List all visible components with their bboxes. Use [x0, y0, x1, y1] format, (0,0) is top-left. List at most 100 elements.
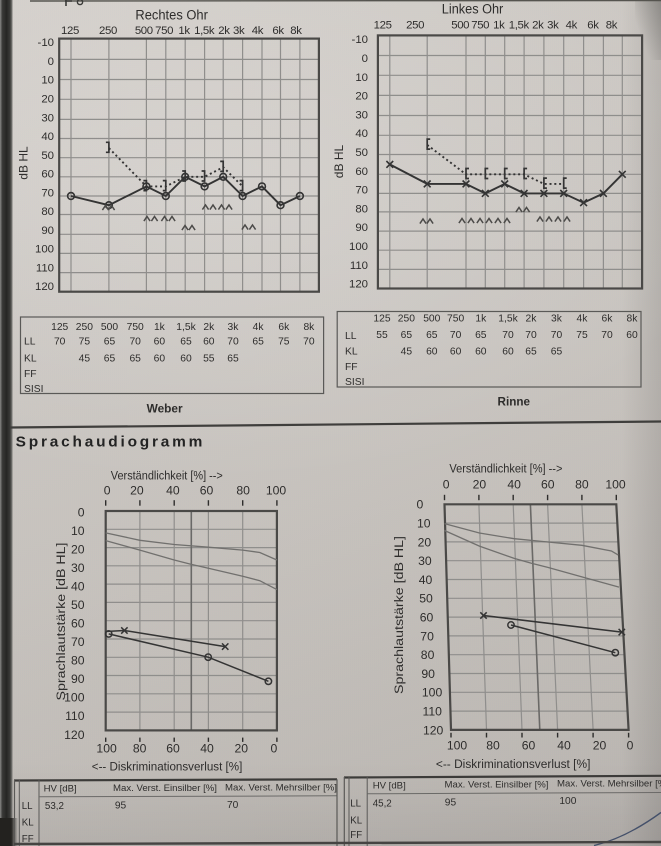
- svg-text:100: 100: [349, 241, 368, 253]
- svg-text:Max. Verst. Mehrsilber [%]: Max. Verst. Mehrsilber [%]: [557, 779, 661, 790]
- svg-text:90: 90: [71, 672, 85, 686]
- svg-text:30: 30: [355, 109, 368, 121]
- svg-text:8k: 8k: [606, 20, 618, 32]
- svg-text:40: 40: [419, 573, 433, 587]
- svg-text:3k: 3k: [228, 322, 240, 333]
- svg-text:40: 40: [557, 739, 571, 753]
- svg-text:60: 60: [541, 478, 555, 492]
- svg-text:30: 30: [71, 561, 85, 575]
- svg-text:65: 65: [426, 330, 438, 341]
- svg-text:500: 500: [135, 25, 153, 37]
- svg-text:70: 70: [502, 330, 514, 341]
- svg-text:110: 110: [350, 260, 368, 272]
- svg-text:750: 750: [471, 20, 489, 32]
- svg-text:3k: 3k: [233, 25, 245, 37]
- svg-text:HV [dB]: HV [dB]: [44, 784, 77, 795]
- svg-text:60: 60: [180, 354, 192, 365]
- svg-text:70: 70: [525, 330, 537, 341]
- svg-text:90: 90: [421, 667, 435, 681]
- svg-text:53,2: 53,2: [45, 801, 64, 812]
- svg-text:70: 70: [227, 337, 239, 348]
- svg-text:100: 100: [422, 686, 443, 700]
- svg-text:LL: LL: [22, 801, 33, 812]
- svg-text:Weber: Weber: [147, 402, 183, 416]
- svg-text:45,2: 45,2: [373, 798, 392, 809]
- svg-text:70: 70: [420, 629, 434, 643]
- svg-text:4k: 4k: [252, 25, 264, 37]
- svg-text:60: 60: [502, 347, 514, 358]
- svg-text:80: 80: [41, 206, 54, 218]
- svg-text:FF: FF: [350, 830, 362, 841]
- svg-text:125: 125: [374, 20, 392, 32]
- svg-text:100: 100: [559, 796, 576, 807]
- svg-text:Verständlichkeit [%] -->: Verständlichkeit [%] -->: [111, 469, 223, 483]
- svg-text:75: 75: [278, 337, 290, 348]
- svg-text:30: 30: [418, 554, 432, 568]
- svg-text:60: 60: [420, 611, 434, 625]
- svg-text:10: 10: [355, 72, 368, 84]
- svg-text:45: 45: [401, 347, 413, 358]
- svg-text:1k: 1k: [475, 314, 487, 325]
- svg-text:65: 65: [252, 337, 264, 348]
- svg-text:0: 0: [362, 53, 368, 65]
- svg-text:2k: 2k: [526, 314, 538, 325]
- svg-text:KL: KL: [345, 347, 358, 358]
- svg-text:20: 20: [41, 94, 54, 106]
- svg-text:120: 120: [64, 728, 85, 742]
- svg-text:2k: 2k: [203, 322, 215, 333]
- svg-text:70: 70: [355, 185, 368, 197]
- svg-text:50: 50: [419, 592, 433, 606]
- svg-text:Verständlichkeit [%] -->: Verständlichkeit [%] -->: [449, 462, 562, 476]
- svg-text:dB HL: dB HL: [332, 145, 346, 179]
- svg-text:0: 0: [417, 498, 424, 512]
- svg-text:125: 125: [51, 322, 68, 333]
- svg-text:Rinne: Rinne: [498, 395, 531, 409]
- svg-text:60: 60: [200, 484, 214, 498]
- svg-text:80: 80: [236, 484, 250, 498]
- svg-text:70: 70: [551, 330, 563, 341]
- svg-text:70: 70: [41, 187, 54, 199]
- svg-text:100: 100: [96, 742, 117, 756]
- svg-text:4k: 4k: [566, 20, 578, 32]
- svg-text:45: 45: [79, 354, 91, 365]
- svg-text:60: 60: [426, 347, 438, 358]
- svg-text:40: 40: [71, 580, 85, 594]
- svg-text:95: 95: [445, 798, 457, 809]
- svg-text:60: 60: [450, 347, 462, 358]
- svg-text:HV [dB]: HV [dB]: [373, 781, 406, 792]
- svg-text:1,5k: 1,5k: [509, 20, 530, 32]
- svg-text:55: 55: [203, 354, 215, 365]
- svg-text:3k: 3k: [551, 314, 563, 325]
- svg-text:KL: KL: [350, 816, 362, 827]
- svg-text:50: 50: [71, 598, 85, 612]
- svg-text:Max. Verst. Einsilber [%]: Max. Verst. Einsilber [%]: [445, 780, 549, 791]
- svg-text:2k: 2k: [532, 20, 544, 32]
- svg-text:65: 65: [551, 347, 563, 358]
- svg-text:FF: FF: [22, 834, 34, 845]
- svg-text:FF: FF: [24, 369, 37, 380]
- svg-text:70: 70: [227, 800, 239, 811]
- svg-text:3k: 3k: [547, 20, 559, 32]
- svg-text:60: 60: [522, 739, 536, 753]
- svg-text:120: 120: [35, 281, 54, 293]
- svg-text:Sprachlautstärke [dB HL]: Sprachlautstärke [dB HL]: [392, 536, 406, 694]
- svg-text:-10: -10: [352, 34, 368, 46]
- svg-text:0: 0: [443, 478, 450, 492]
- svg-text:70: 70: [601, 330, 613, 341]
- svg-text:8k: 8k: [303, 322, 315, 333]
- svg-text:55: 55: [376, 330, 388, 341]
- svg-text:250: 250: [99, 25, 117, 37]
- svg-text:100: 100: [35, 244, 54, 256]
- svg-text:SISI: SISI: [24, 384, 43, 395]
- svg-text:0: 0: [78, 505, 85, 519]
- svg-text:60: 60: [355, 166, 368, 178]
- svg-text:125: 125: [373, 314, 390, 325]
- svg-text:120: 120: [349, 279, 368, 291]
- svg-text:60: 60: [71, 617, 85, 631]
- svg-text:70: 70: [54, 337, 66, 348]
- svg-text:750: 750: [155, 25, 173, 37]
- svg-text:20: 20: [418, 535, 432, 549]
- svg-text:4k: 4k: [577, 314, 589, 325]
- svg-text:-10: -10: [38, 37, 54, 49]
- svg-text:50: 50: [355, 147, 368, 159]
